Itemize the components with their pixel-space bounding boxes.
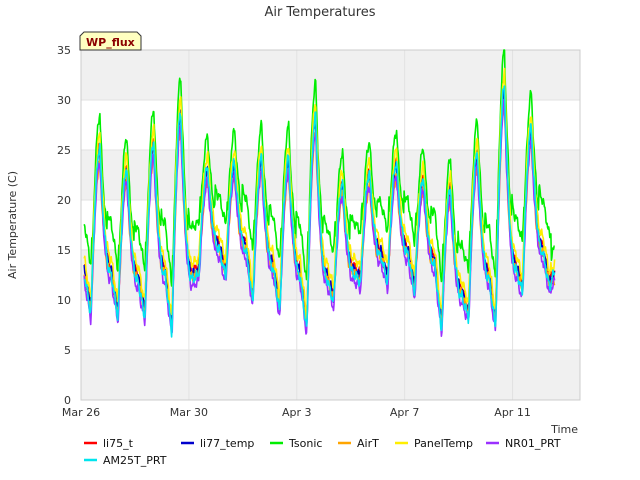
y-tick-label: 15 — [57, 244, 71, 257]
legend-entry: li75_t — [84, 437, 134, 450]
legend-label: Tsonic — [288, 437, 322, 450]
y-axis-label: Air Temperature (C) — [6, 171, 19, 279]
legend-entry: li77_temp — [181, 437, 254, 450]
y-tick-label: 20 — [57, 194, 71, 207]
background-band — [81, 50, 580, 100]
legend-label: AirT — [357, 437, 379, 450]
x-tick-label: Mar 26 — [62, 406, 100, 419]
plot-frame — [80, 49, 581, 401]
x-tick-label: Apr 3 — [282, 406, 312, 419]
y-tick-label: 25 — [57, 144, 71, 157]
series-line-nr01-prt — [83, 98, 556, 337]
badge-text: WP_flux — [86, 36, 135, 49]
x-tick-label: Mar 30 — [170, 406, 208, 419]
x-tick-label: Apr 11 — [494, 406, 531, 419]
series-line-am25t-prt — [83, 85, 556, 338]
y-tick-label: 30 — [57, 94, 71, 107]
legend-label: li75_t — [103, 437, 134, 450]
legend-label: AM25T_PRT — [103, 454, 167, 467]
chart-title: Air Temperatures — [264, 5, 375, 20]
x-tick-labels: Mar 26 Mar 30 Apr 3 Apr 7 Apr 11 — [62, 406, 531, 419]
badge-shape — [79, 31, 142, 51]
legend-entry: PanelTemp — [395, 437, 473, 450]
y-tick-label: 10 — [57, 294, 71, 307]
series-lines — [83, 49, 556, 338]
background-band — [81, 150, 580, 200]
legend-label: PanelTemp — [414, 437, 473, 450]
background-band — [81, 350, 580, 400]
y-tick-label: 35 — [57, 44, 71, 57]
site-badge: WP_flux — [79, 31, 142, 51]
y-tick-labels: 0 5 10 15 20 25 30 35 — [57, 44, 71, 407]
legend-entry: AM25T_PRT — [84, 454, 167, 467]
legend-label: li77_temp — [200, 437, 254, 450]
y-tick-label: 0 — [64, 394, 71, 407]
legend-entry: Tsonic — [270, 437, 322, 450]
x-tick-label: Apr 7 — [390, 406, 420, 419]
legend: li75_t li77_temp Tsonic AirT PanelTemp NR01_P… — [84, 437, 561, 467]
x-axis-label: Time — [550, 423, 578, 436]
legend-label: NR01_PRT — [505, 437, 561, 450]
legend-entry: NR01_PRT — [486, 437, 561, 450]
y-tick-label: 5 — [64, 344, 71, 357]
legend-entry: AirT — [338, 437, 379, 450]
